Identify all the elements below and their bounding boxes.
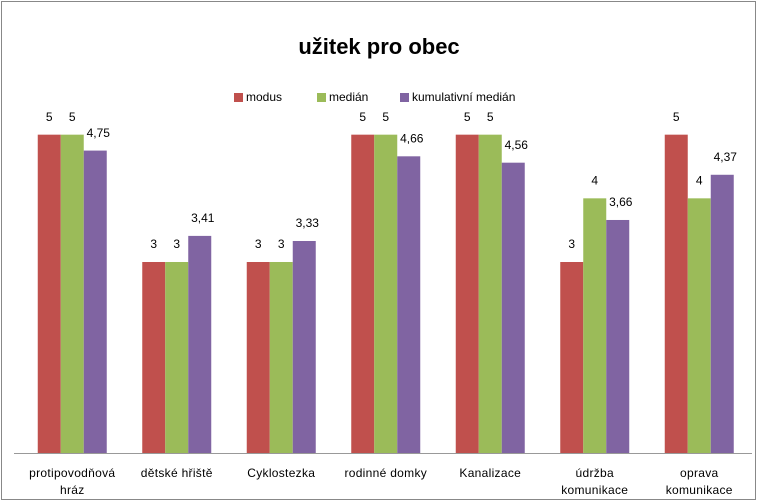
x-tick-label: oprava komunikace — [665, 466, 733, 497]
data-label: 4,66 — [400, 131, 424, 145]
legend-label: kumulativní medián — [412, 90, 515, 104]
data-label: 4,37 — [714, 150, 738, 164]
legend-label: modus — [246, 90, 282, 104]
data-label: 3 — [278, 237, 285, 251]
bar — [397, 156, 421, 453]
data-label: 4,56 — [505, 138, 529, 152]
bar — [269, 262, 293, 453]
bar — [188, 235, 212, 453]
bar — [560, 262, 584, 453]
data-label: 5 — [673, 110, 680, 124]
data-label: 4,75 — [87, 126, 111, 140]
data-label: 5 — [359, 110, 366, 124]
data-label: 3 — [255, 237, 262, 251]
data-label: 3,41 — [191, 211, 215, 225]
data-label: 3 — [173, 237, 180, 251]
bar — [583, 198, 607, 453]
data-label: 3,33 — [296, 216, 320, 230]
bar — [687, 198, 711, 453]
bar — [246, 262, 270, 453]
bar — [374, 134, 398, 453]
bar — [37, 134, 61, 453]
data-label: 3 — [568, 237, 575, 251]
x-tick-label: Kanalizace — [459, 466, 522, 480]
chart-title: užitek pro obec — [298, 34, 459, 59]
bar — [606, 219, 630, 453]
data-label: 4 — [591, 174, 598, 188]
bar — [710, 174, 734, 453]
bar — [292, 240, 316, 453]
data-label: 4 — [696, 174, 703, 188]
bar — [478, 134, 502, 453]
bar — [501, 162, 525, 453]
legend-swatch — [234, 93, 243, 102]
bar — [455, 134, 479, 453]
x-tick-label: dětské hřiště — [140, 466, 213, 480]
bar — [351, 134, 375, 453]
data-label: 5 — [382, 110, 389, 124]
bar — [664, 134, 688, 453]
x-tick-label: údržba komunikace — [561, 466, 629, 497]
data-label: 5 — [487, 110, 494, 124]
legend-swatch — [400, 93, 409, 102]
x-tick-label: rodinné domky — [344, 466, 428, 480]
data-label: 3,66 — [609, 195, 633, 209]
data-label: 5 — [464, 110, 471, 124]
legend-label: medián — [329, 90, 368, 104]
bar — [142, 262, 166, 453]
x-tick-label: Cyklostezka — [247, 466, 316, 480]
bar — [165, 262, 189, 453]
data-label: 5 — [69, 110, 76, 124]
x-tick-label: protipovodňová hráz — [29, 466, 116, 497]
bar — [60, 134, 84, 453]
data-label: 3 — [150, 237, 157, 251]
data-label: 5 — [46, 110, 53, 124]
bar — [83, 150, 107, 454]
legend-swatch — [317, 93, 326, 102]
